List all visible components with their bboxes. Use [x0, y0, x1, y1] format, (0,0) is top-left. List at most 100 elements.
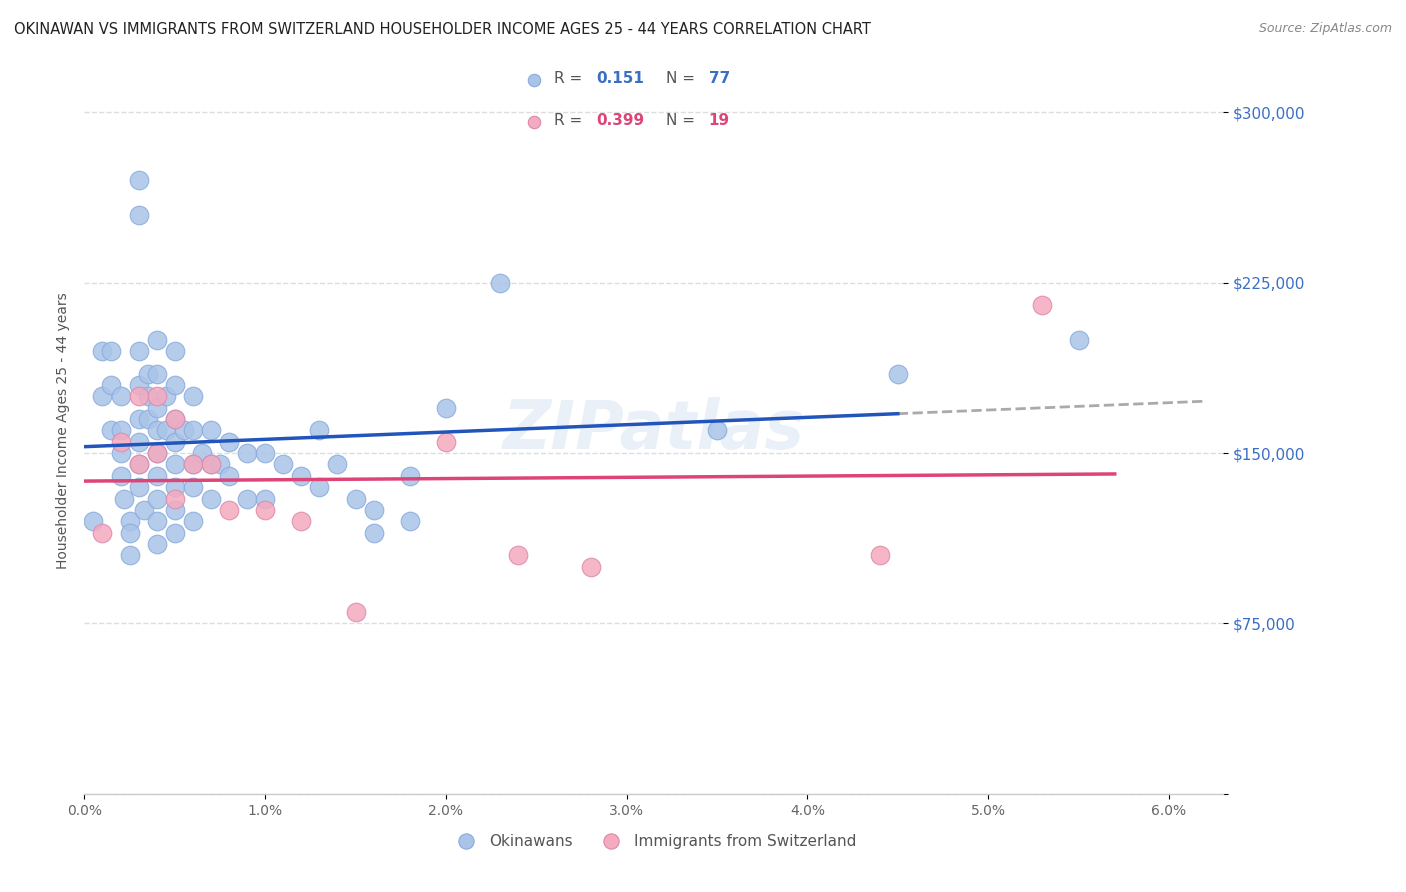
Point [434, 434, 457, 449]
Text: 0.151: 0.151 [596, 71, 644, 86]
Point [145, 468, 167, 483]
Point [128, 389, 150, 403]
Point [236, 491, 259, 506]
Point [508, 549, 530, 563]
Point [218, 434, 240, 449]
Text: R =: R = [554, 71, 588, 86]
Text: 77: 77 [709, 71, 730, 86]
Point [155, 389, 177, 403]
Point [163, 412, 186, 426]
Point [489, 276, 512, 290]
Point [163, 458, 186, 472]
Point [579, 559, 602, 574]
Point [434, 401, 457, 415]
Point [163, 378, 186, 392]
Point [128, 480, 150, 494]
Point [128, 173, 150, 187]
Point [181, 514, 204, 528]
Point [191, 446, 214, 460]
Point [218, 468, 240, 483]
Point [523, 115, 546, 129]
Point [145, 367, 167, 381]
Point [290, 514, 312, 528]
Point [128, 412, 150, 426]
Text: OKINAWAN VS IMMIGRANTS FROM SWITZERLAND HOUSEHOLDER INCOME AGES 25 - 44 YEARS CO: OKINAWAN VS IMMIGRANTS FROM SWITZERLAND … [14, 22, 870, 37]
Point [128, 343, 150, 358]
Point [145, 389, 167, 403]
Point [363, 503, 385, 517]
Point [145, 401, 167, 415]
Point [254, 491, 277, 506]
Point [363, 525, 385, 540]
Point [110, 468, 132, 483]
Point [181, 458, 204, 472]
Point [200, 458, 222, 472]
Point [145, 514, 167, 528]
Text: ZIPatlas: ZIPatlas [503, 398, 804, 463]
Point [145, 446, 167, 460]
Point [200, 491, 222, 506]
Point [118, 549, 141, 563]
Point [218, 503, 240, 517]
Point [118, 525, 141, 540]
Text: N =: N = [666, 71, 700, 86]
Point [91, 525, 114, 540]
Point [173, 424, 195, 438]
Point [308, 424, 330, 438]
Point [100, 424, 122, 438]
Point [110, 446, 132, 460]
Point [398, 468, 420, 483]
Point [82, 514, 104, 528]
Point [181, 458, 204, 472]
Y-axis label: Householder Income Ages 25 - 44 years: Householder Income Ages 25 - 44 years [56, 292, 70, 569]
Point [145, 446, 167, 460]
Point [163, 480, 186, 494]
Point [181, 424, 204, 438]
Text: R =: R = [554, 113, 588, 128]
Point [163, 343, 186, 358]
Point [91, 389, 114, 403]
Point [163, 412, 186, 426]
Point [181, 389, 204, 403]
Point [110, 389, 132, 403]
Point [1031, 298, 1053, 312]
Point [132, 503, 155, 517]
Point [200, 458, 222, 472]
Point [145, 333, 167, 347]
Text: N =: N = [666, 113, 700, 128]
Point [398, 514, 420, 528]
Point [136, 389, 159, 403]
Point [145, 537, 167, 551]
Point [136, 412, 159, 426]
Point [112, 491, 135, 506]
Text: Source: ZipAtlas.com: Source: ZipAtlas.com [1258, 22, 1392, 36]
Point [344, 491, 367, 506]
Point [145, 491, 167, 506]
Text: 19: 19 [709, 113, 730, 128]
Point [136, 367, 159, 381]
Point [308, 480, 330, 494]
Point [163, 491, 186, 506]
Point [290, 468, 312, 483]
Point [181, 480, 204, 494]
Point [200, 424, 222, 438]
Point [163, 503, 186, 517]
Point [869, 549, 891, 563]
Point [110, 434, 132, 449]
Legend: Okinawans, Immigrants from Switzerland: Okinawans, Immigrants from Switzerland [446, 828, 862, 855]
Point [118, 514, 141, 528]
Point [163, 434, 186, 449]
Point [236, 446, 259, 460]
Point [110, 424, 132, 438]
Point [100, 378, 122, 392]
Point [706, 424, 728, 438]
Point [128, 208, 150, 222]
Point [155, 424, 177, 438]
Point [145, 424, 167, 438]
Point [887, 367, 910, 381]
Point [128, 378, 150, 392]
Point [91, 343, 114, 358]
Text: 0.399: 0.399 [596, 113, 644, 128]
Point [128, 458, 150, 472]
Point [128, 458, 150, 472]
